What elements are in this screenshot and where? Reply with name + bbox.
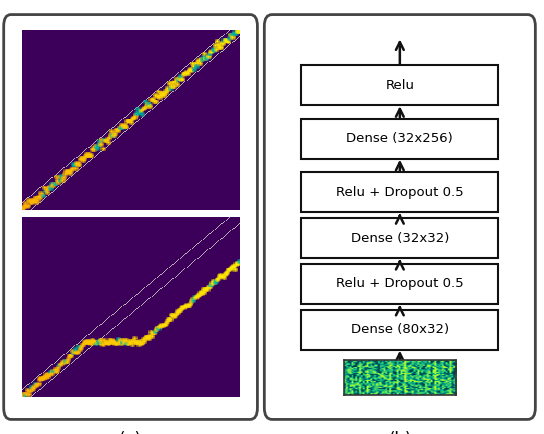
FancyBboxPatch shape xyxy=(301,65,498,105)
FancyBboxPatch shape xyxy=(301,218,498,258)
Text: (a): (a) xyxy=(119,431,142,434)
FancyBboxPatch shape xyxy=(301,172,498,212)
FancyBboxPatch shape xyxy=(301,309,498,350)
Text: Relu: Relu xyxy=(385,79,415,92)
Text: (b): (b) xyxy=(388,431,411,434)
FancyBboxPatch shape xyxy=(301,264,498,304)
FancyBboxPatch shape xyxy=(301,118,498,159)
Text: Dense (32x32): Dense (32x32) xyxy=(351,231,449,244)
Text: Dense (32x256): Dense (32x256) xyxy=(347,132,453,145)
Text: Relu + Dropout 0.5: Relu + Dropout 0.5 xyxy=(336,277,463,290)
Text: Relu + Dropout 0.5: Relu + Dropout 0.5 xyxy=(336,186,463,199)
FancyBboxPatch shape xyxy=(264,15,535,419)
FancyBboxPatch shape xyxy=(4,15,257,419)
Text: Dense (80x32): Dense (80x32) xyxy=(351,323,449,336)
